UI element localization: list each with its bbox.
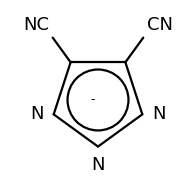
Text: NC: NC [23, 16, 49, 34]
Text: N: N [30, 105, 44, 123]
Text: N: N [152, 105, 166, 123]
Text: N: N [91, 156, 105, 174]
Text: CN: CN [147, 16, 173, 34]
Text: -: - [90, 94, 95, 106]
